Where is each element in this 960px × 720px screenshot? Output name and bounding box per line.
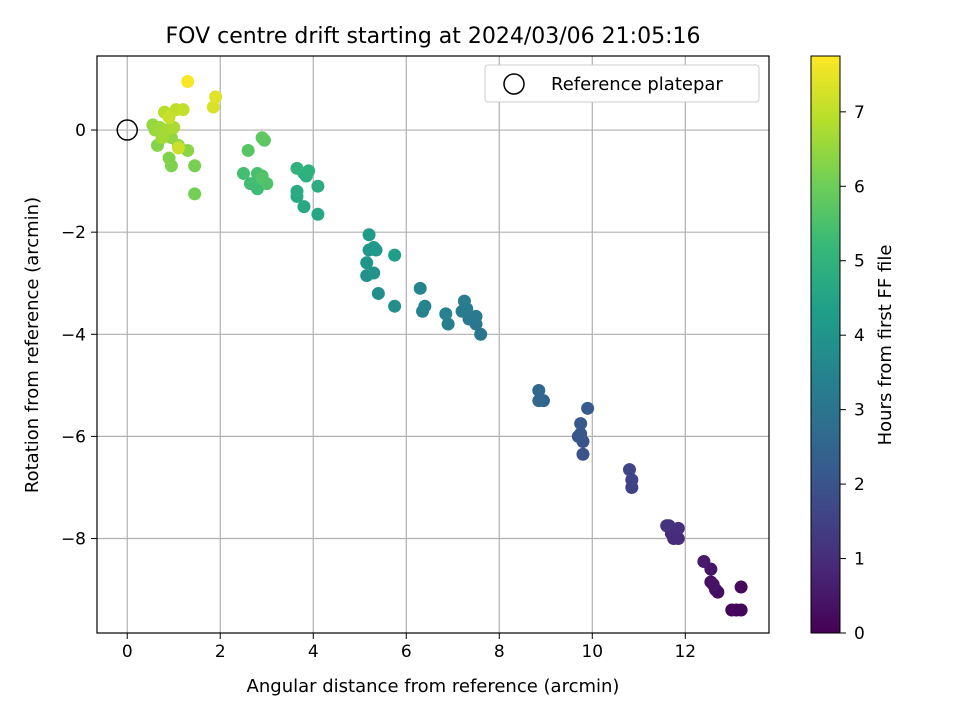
x-axis-ticks: 0 2 4 6 8 10 12 [122,633,696,662]
data-point [532,383,546,397]
data-point [576,447,590,461]
data-point [188,187,202,201]
data-point [181,75,195,89]
y-axis-ticks: 0 −2 −4 −6 −8 [61,121,97,550]
data-point [441,317,455,331]
data-point [413,281,427,295]
colorbar-tick-label: 4 [854,326,865,346]
data-point [457,294,471,308]
y-tick-label: −8 [61,530,86,550]
data-point [311,179,325,193]
x-tick-label: 6 [401,642,412,662]
y-tick-label: −4 [61,325,86,345]
y-tick-label: −6 [61,427,86,447]
colorbar [810,55,841,634]
colorbar-tick-label: 2 [854,475,865,495]
data-point [469,309,483,323]
data-point [725,603,739,617]
data-points [146,75,748,617]
data-point [188,159,202,173]
data-point [302,164,316,178]
colorbar-tick-label: 1 [854,550,865,570]
data-point [255,172,269,186]
y-tick-label: 0 [75,121,86,141]
x-axis-label: Angular distance from reference (arcmin) [247,676,620,697]
data-point [362,228,376,242]
legend-marker [503,73,525,95]
chart-title: FOV centre drift starting at 2024/03/06 … [166,24,701,49]
colorbar-label: Hours from first FF file [875,245,896,446]
data-point [243,177,257,191]
colorbar-tick-label: 7 [854,103,865,123]
data-point [236,166,250,180]
legend: Reference platepar [484,64,760,103]
data-point [734,603,748,617]
plot-frame [96,55,770,634]
y-tick-label: −2 [61,223,86,243]
colorbar-tick-label: 0 [854,624,865,644]
data-point [574,417,588,431]
data-point [176,103,190,117]
colorbar-ticks: 0 1 2 3 4 5 6 7 [840,103,865,644]
data-point [290,184,304,198]
data-point [241,143,255,157]
data-point [367,240,381,254]
data-point [697,555,711,569]
data-point [167,120,181,134]
data-point [206,100,220,114]
data-point [290,161,304,175]
data-point [418,299,432,313]
colorbar-tick-label: 6 [854,177,865,197]
reference-platepar-marker [116,119,138,141]
data-point [625,473,639,487]
data-point [388,299,402,313]
data-point [162,151,176,165]
data-point [367,266,381,280]
data-point [622,463,636,477]
data-point [439,307,453,321]
x-tick-label: 8 [494,642,505,662]
data-point [162,110,176,124]
data-point [360,256,374,270]
legend-box [484,64,760,103]
x-tick-label: 4 [308,642,319,662]
data-point [574,427,588,441]
data-point [734,580,748,594]
colorbar-tick-label: 5 [854,252,865,272]
legend-entry: Reference platepar [551,74,723,95]
x-tick-label: 12 [674,642,696,662]
grid-lines [97,56,769,633]
data-point [706,577,720,591]
x-tick-label: 0 [122,642,133,662]
data-point [171,141,185,155]
data-point [255,131,269,145]
data-point [371,286,385,300]
x-tick-label: 2 [215,642,226,662]
data-point [532,394,546,408]
data-point [311,207,325,221]
data-point [209,90,223,104]
data-point [388,248,402,262]
colorbar-tick-label: 3 [854,401,865,421]
data-point [660,519,674,533]
data-point [581,401,595,415]
x-tick-label: 10 [581,642,603,662]
y-axis-label: Rotation from reference (arcmin) [22,197,43,493]
data-point [474,327,488,341]
data-point [297,200,311,214]
